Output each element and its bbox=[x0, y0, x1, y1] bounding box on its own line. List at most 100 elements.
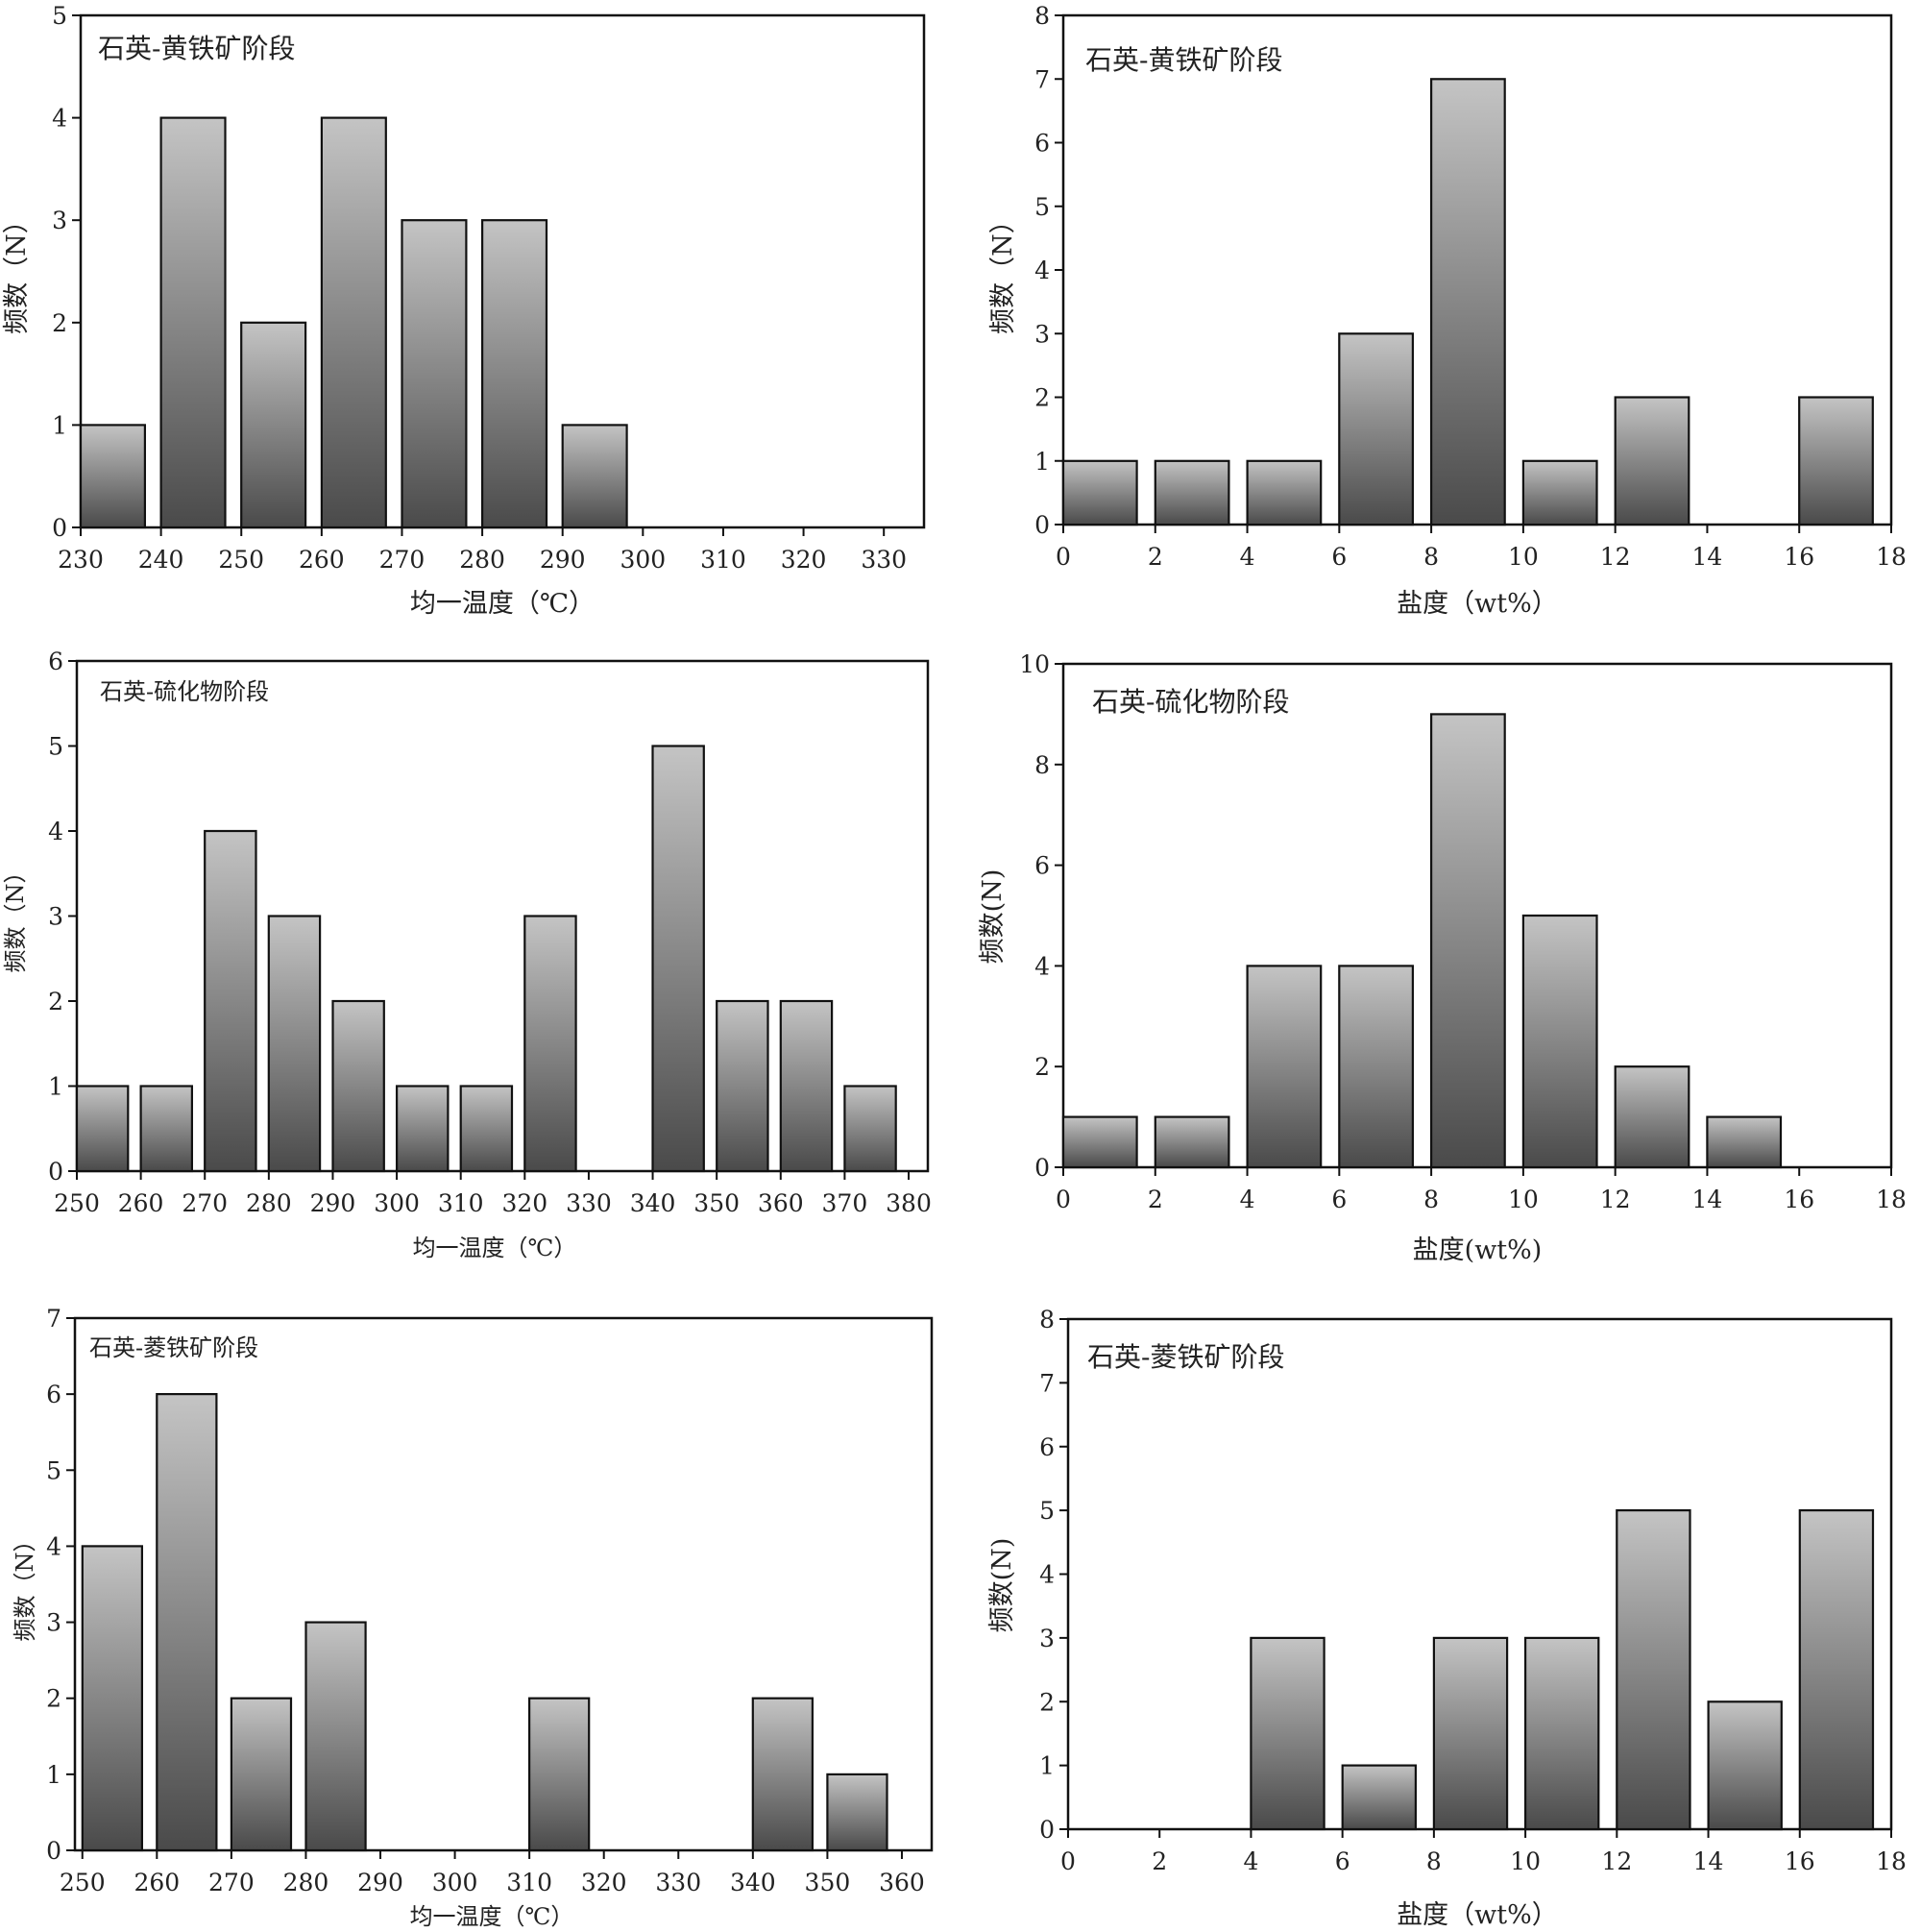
x-tick-label: 250 bbox=[60, 1869, 106, 1896]
x-tick-label: 270 bbox=[182, 1189, 228, 1217]
x-tick-label: 370 bbox=[822, 1189, 868, 1217]
x-tick-label: 340 bbox=[630, 1189, 676, 1217]
histogram-bar bbox=[751, 1697, 814, 1852]
x-tick-label: 330 bbox=[861, 546, 907, 574]
x-tick-label: 250 bbox=[218, 546, 264, 574]
histogram-bar bbox=[1521, 914, 1598, 1169]
y-axis-label: 频数(N) bbox=[987, 1538, 1017, 1633]
histogram-bar bbox=[527, 1697, 591, 1852]
histogram-bar bbox=[716, 999, 769, 1173]
x-tick-label: 0 bbox=[1056, 1186, 1071, 1213]
histogram-bar bbox=[331, 999, 385, 1173]
histogram-bar bbox=[651, 745, 705, 1173]
y-tick-label: 5 bbox=[52, 2, 67, 30]
y-tick-label: 1 bbox=[1039, 1752, 1055, 1780]
y-tick-label: 5 bbox=[1039, 1497, 1055, 1525]
histogram-bar bbox=[1429, 78, 1506, 526]
x-tick-label: 320 bbox=[501, 1189, 547, 1217]
histogram-bar bbox=[1432, 1636, 1509, 1831]
y-tick-label: 3 bbox=[46, 1609, 61, 1637]
y-tick-label: 8 bbox=[1039, 1306, 1055, 1333]
y-tick-label: 1 bbox=[52, 411, 67, 439]
y-tick-label: 1 bbox=[1034, 448, 1050, 476]
x-tick-label: 10 bbox=[1510, 1847, 1541, 1875]
histogram-bar bbox=[75, 1085, 130, 1173]
x-tick-label: 12 bbox=[1600, 543, 1631, 571]
y-tick-label: 0 bbox=[1034, 1154, 1050, 1182]
y-tick-label: 8 bbox=[1034, 751, 1050, 779]
histogram-bar bbox=[267, 915, 322, 1173]
x-tick-label: 260 bbox=[134, 1869, 180, 1896]
y-tick-label: 6 bbox=[48, 648, 63, 675]
x-tick-label: 240 bbox=[138, 546, 184, 574]
x-tick-label: 8 bbox=[1423, 543, 1439, 571]
y-tick-label: 7 bbox=[1034, 65, 1050, 93]
y-tick-label: 2 bbox=[1039, 1688, 1055, 1716]
x-tick-label: 10 bbox=[1508, 543, 1539, 571]
x-tick-label: 12 bbox=[1601, 1847, 1632, 1875]
histogram-bar bbox=[1798, 396, 1874, 526]
histogram-bar bbox=[1154, 1115, 1230, 1169]
x-tick-label: 380 bbox=[886, 1189, 932, 1217]
x-tick-label: 6 bbox=[1331, 543, 1347, 571]
x-tick-label: 0 bbox=[1056, 543, 1071, 571]
y-tick-label: 7 bbox=[1039, 1369, 1055, 1397]
x-tick-label: 270 bbox=[208, 1869, 255, 1896]
y-axis-label: 频数（N） bbox=[12, 1529, 38, 1642]
histogram-bar bbox=[81, 1545, 144, 1852]
y-tick-label: 1 bbox=[48, 1073, 63, 1101]
x-axis-label: 盐度（wt%） bbox=[1397, 589, 1558, 619]
histogram-bar bbox=[1061, 459, 1138, 526]
histogram-bar bbox=[523, 915, 577, 1173]
histogram-bar bbox=[156, 1392, 218, 1852]
y-axis-label: 频数（N） bbox=[988, 208, 1018, 334]
chart-panel-temp-sulfide: 250 260 270 280 290 300 310 320 330 340 350 360 370 3… bbox=[2, 648, 932, 1261]
x-tick-label: 360 bbox=[758, 1189, 804, 1217]
histogram-bar bbox=[1429, 713, 1506, 1169]
x-tick-label: 290 bbox=[310, 1189, 356, 1217]
y-tick-label: 4 bbox=[1034, 257, 1050, 284]
x-axis-label: 盐度(wt%) bbox=[1413, 1235, 1543, 1265]
y-tick-label: 8 bbox=[1034, 2, 1050, 30]
y-tick-label: 2 bbox=[1034, 384, 1050, 412]
histogram-bar bbox=[79, 424, 147, 529]
x-axis-label: 盐度（wt%） bbox=[1397, 1900, 1558, 1930]
histogram-bar bbox=[396, 1085, 450, 1173]
x-tick-label: 8 bbox=[1426, 1847, 1442, 1875]
histogram-bar bbox=[204, 829, 257, 1173]
panel-title: 石英-菱铁矿阶段 bbox=[89, 1334, 258, 1361]
histogram-bar bbox=[1341, 1764, 1417, 1831]
x-tick-label: 310 bbox=[700, 546, 746, 574]
x-tick-label: 18 bbox=[1876, 1186, 1907, 1213]
histogram-bar bbox=[1614, 1065, 1690, 1169]
y-tick-label: 10 bbox=[1019, 650, 1050, 678]
x-tick-label: 280 bbox=[283, 1869, 329, 1896]
y-tick-label: 6 bbox=[1034, 852, 1050, 880]
x-tick-label: 2 bbox=[1148, 1186, 1163, 1213]
x-tick-label: 330 bbox=[655, 1869, 701, 1896]
x-tick-label: 6 bbox=[1331, 1186, 1347, 1213]
histogram-bar bbox=[1246, 459, 1323, 526]
histogram-bar bbox=[1338, 965, 1415, 1169]
panel-title: 石英-硫化物阶段 bbox=[1092, 686, 1289, 718]
x-tick-label: 250 bbox=[54, 1189, 100, 1217]
x-tick-label: 2 bbox=[1148, 543, 1163, 571]
histogram-bar bbox=[1616, 1508, 1691, 1831]
y-axis-label: 频数（N） bbox=[2, 208, 32, 334]
histogram-bar bbox=[481, 219, 548, 529]
x-tick-label: 14 bbox=[1692, 543, 1723, 571]
y-axis-label: 频数(N) bbox=[978, 869, 1008, 965]
histogram-bar bbox=[320, 116, 387, 529]
y-tick-label: 6 bbox=[1034, 130, 1050, 158]
panel-title: 石英-硫化物阶段 bbox=[100, 678, 269, 705]
x-tick-label: 4 bbox=[1240, 1186, 1255, 1213]
x-tick-label: 340 bbox=[730, 1869, 776, 1896]
histogram-bar bbox=[240, 321, 307, 529]
x-tick-label: 290 bbox=[540, 546, 586, 574]
panel-title: 石英-菱铁矿阶段 bbox=[1087, 1341, 1284, 1373]
x-tick-label: 300 bbox=[432, 1869, 478, 1896]
x-axis-label: 均一温度（℃） bbox=[413, 1235, 577, 1261]
x-tick-label: 350 bbox=[805, 1869, 851, 1896]
histogram-bar bbox=[1246, 965, 1323, 1169]
